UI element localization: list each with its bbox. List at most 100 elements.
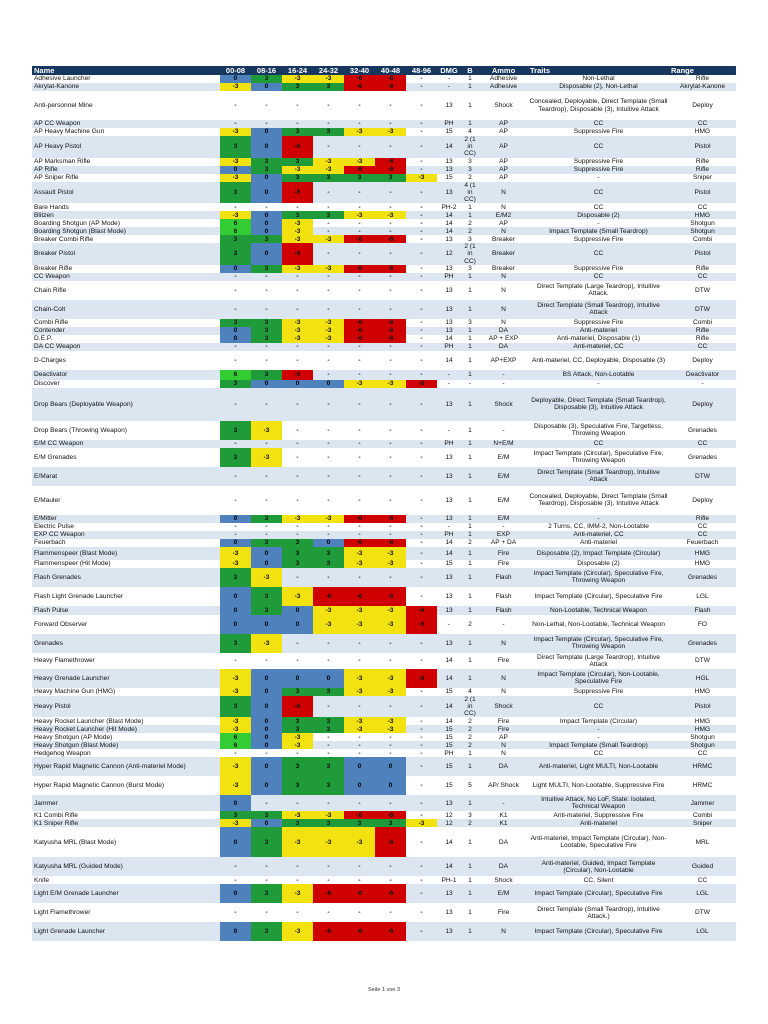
ammo-type: E/M <box>479 884 528 904</box>
range-modifier: 0 <box>282 379 313 388</box>
burst-value: 3 <box>468 265 472 273</box>
range-modifier: - <box>389 453 392 461</box>
range-modifier: 3 <box>251 264 282 273</box>
burst-value: 2 <box>468 219 472 227</box>
range-modifier: -6 <box>375 538 406 547</box>
range-modifier: -3 <box>220 173 251 182</box>
burst-value: 1 <box>468 101 472 109</box>
traits-text: - <box>597 174 600 181</box>
range-modifier: - <box>282 272 313 281</box>
burst-value: 1 <box>461 668 479 688</box>
range-modifier: -3 <box>344 157 375 166</box>
range-modifier: - <box>406 546 437 560</box>
damage-value: 13 <box>437 605 461 615</box>
range-modifier: - <box>313 369 344 380</box>
range-modifier: -3 <box>313 264 344 273</box>
range-modifier: - <box>344 633 375 653</box>
table-row: Hyper Rapid Magnetic Cannon (Burst Mode)… <box>32 776 736 796</box>
ammo-type: Shock <box>494 876 513 884</box>
table-row: Flash Grenades 3 -3- - - - -13 1 Flash Impact Tem… <box>32 567 736 587</box>
range-modifier: 3 <box>313 546 344 560</box>
range-modifier: - <box>358 876 361 884</box>
ammo-type: N <box>479 668 528 688</box>
range-modifier: - <box>375 795 406 812</box>
table-row: Blitzen -3 0 3 3 -3 -3-14 1 E/M2 Disposable (2) HM… <box>32 211 736 220</box>
range-modifier: 3 <box>375 819 406 828</box>
burst-value: 2 <box>461 725 479 734</box>
damage-value: 13 <box>445 101 453 109</box>
range-modifier: -6 <box>313 884 344 904</box>
range-modifier: - <box>420 496 423 504</box>
range-modifier: -3 <box>313 334 344 343</box>
range-category: DTW <box>694 909 710 917</box>
range-modifier: -3 <box>313 235 344 244</box>
burst-value: 1 <box>468 426 472 434</box>
range-modifier: - <box>406 326 437 335</box>
range-modifier: 0 <box>251 136 282 158</box>
burst-value: 2 <box>468 539 472 547</box>
range-modifier: - <box>265 657 268 665</box>
range-modifier: 0 <box>251 819 282 828</box>
damage-value: PH <box>437 439 461 448</box>
traits-text: Disposable (2) <box>528 211 669 220</box>
ammo-type: - <box>502 426 505 434</box>
damage-value: 13 <box>445 909 453 917</box>
burst-value: 1 <box>468 838 472 846</box>
range-modifier: 3 <box>313 173 344 182</box>
range-modifier: - <box>344 136 375 158</box>
range-modifier: - <box>296 496 299 504</box>
range-category: Deactivator <box>669 369 736 380</box>
range-modifier: 3 <box>282 819 313 828</box>
burst-value: 1 <box>461 530 479 539</box>
traits-text: Anti-materiel, Guided, Impact Template (… <box>528 857 669 877</box>
range-modifier: 3 <box>251 827 282 858</box>
range-modifier: - <box>420 75 423 83</box>
range-modifier: - <box>344 369 375 380</box>
weapon-name: Drop Bears (Deployable Weapon) <box>32 387 220 421</box>
range-category: FO <box>697 620 708 628</box>
range-modifier: -6 <box>344 264 375 273</box>
range-modifier: - <box>296 876 299 884</box>
traits-text: CC <box>528 136 669 158</box>
range-modifier: - <box>420 657 423 665</box>
range-modifier: - <box>313 342 344 351</box>
range-modifier: -3 <box>344 605 375 615</box>
traits-text: Impact Template (Small Teardrop) <box>528 741 669 750</box>
ammo-type: E/M <box>479 514 528 523</box>
table-row: Hyper Rapid Magnetic Cannon (Anti-materi… <box>32 757 736 777</box>
range-modifier: - <box>420 811 423 819</box>
range-modifier: - <box>375 439 406 448</box>
ammo-type: Fire <box>497 657 510 665</box>
damage-value: 13 <box>445 235 453 243</box>
weapon-name: Boarding Shotgun (Blast Mode) <box>32 227 220 236</box>
range-modifier: - <box>327 203 330 211</box>
weapon-name: EXP CC Weapon <box>32 530 220 539</box>
range-modifier: - <box>358 749 361 757</box>
traits-text: CC <box>593 749 604 757</box>
range-modifier: 3 <box>313 725 344 734</box>
range-modifier: -3 <box>313 605 344 615</box>
range-category: Rifle <box>695 335 710 343</box>
range-modifier: - <box>327 733 330 741</box>
ammo-type: AP <box>499 733 508 741</box>
range-category: Flash <box>669 605 736 615</box>
range-modifier: - <box>389 426 392 434</box>
damage-value: PH <box>437 120 461 128</box>
range-modifier: 3 <box>282 546 313 560</box>
range-modifier: -6 <box>344 811 375 820</box>
damage-value: - <box>447 620 451 628</box>
traits-text: - <box>528 514 669 523</box>
range-modifier: 0 <box>251 717 282 726</box>
range-modifier: - <box>220 299 251 319</box>
range-modifier: - <box>389 219 392 227</box>
range-modifier: -6 <box>344 538 375 547</box>
range-modifier: 3 <box>313 211 344 220</box>
ammo-type: Fire <box>497 909 510 917</box>
weapon-name: Heavy Shotgun (AP Mode) <box>34 733 113 741</box>
range-modifier: 0 <box>282 605 313 615</box>
range-modifier: - <box>234 657 237 665</box>
range-modifier: - <box>220 387 251 421</box>
weapon-name: Anti-personnel Mine <box>34 101 93 109</box>
range-modifier: -3 <box>344 717 375 726</box>
traits-text: Concealed, Deployable, Direct Template (… <box>529 98 668 113</box>
